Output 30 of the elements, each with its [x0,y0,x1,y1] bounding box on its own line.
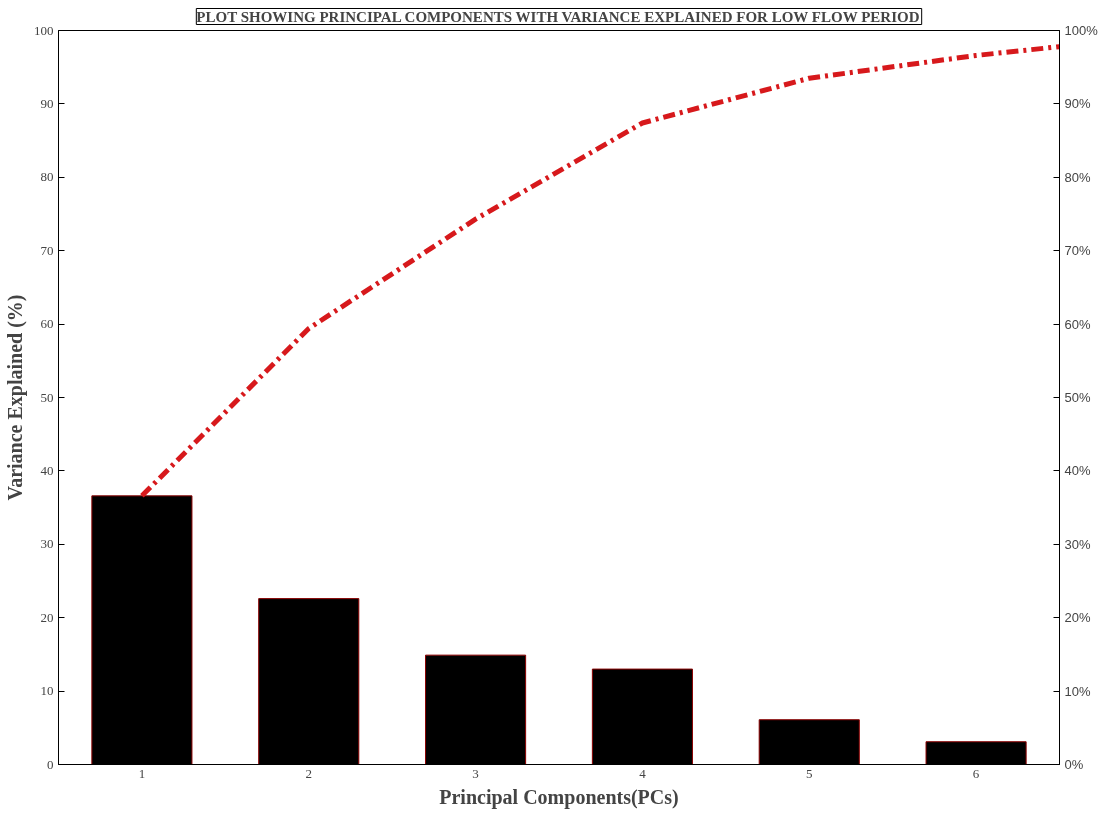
y2-tick-label: 10% [1064,683,1091,699]
y2-tick-label: 20% [1064,610,1091,626]
y-tick-label: 50 [40,389,54,405]
y2-tick-label: 90% [1064,96,1091,112]
y2-tick-label: 30% [1064,536,1091,552]
y2-tick-label: 60% [1064,316,1091,332]
y-tick-label: 40 [40,462,54,478]
y-tick-label: 60 [40,316,54,332]
x-tick-label: 3 [472,765,479,781]
x-tick-label: 4 [639,765,647,781]
y-tick-label: 70 [40,242,54,258]
y-tick-label: 90 [40,95,54,111]
y-tick-label: 20 [40,609,54,625]
y2-tick-label: 0% [1064,757,1084,772]
x-axis-title: Principal Components(PCs) [439,785,679,809]
y2-tick-label: 40% [1064,463,1091,479]
y-tick-label: 80 [40,169,54,185]
x-tick-label: 1 [138,765,146,781]
y2-tick-label: 100% [1064,23,1099,38]
y-tick-label: 10 [40,683,54,699]
y-axis-title: Variance Explained (%) [4,294,27,501]
y-tick-label: 100 [34,22,54,38]
x-tick-label: 5 [806,765,813,781]
y-tick-label: 30 [40,536,54,552]
y-tick-label: 0 [47,756,54,772]
x-tick-label: 6 [972,765,980,781]
y2-tick-label: 50% [1064,390,1091,405]
y2-tick-label: 80% [1064,169,1091,185]
y2-tick-label: 70% [1064,243,1091,259]
x-tick-label: 2 [305,765,312,781]
